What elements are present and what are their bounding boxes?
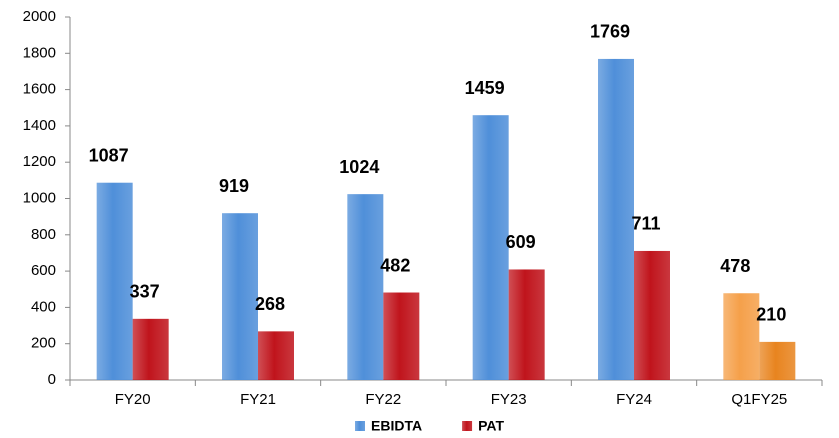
x-tick-label: FY22: [365, 391, 401, 408]
x-tick-label: Q1FY25: [731, 391, 787, 408]
value-label: 1769: [590, 22, 630, 42]
value-label: 711: [631, 214, 660, 234]
bar: [347, 194, 384, 380]
value-label: 919: [219, 176, 249, 196]
bar: [258, 331, 294, 380]
bar: [759, 341, 796, 380]
x-tick-label: FY24: [616, 391, 652, 408]
y-tick-label: 800: [31, 226, 56, 243]
y-tick-label: 1200: [23, 153, 56, 170]
legend-label: EBIDTA: [371, 418, 422, 434]
y-tick-label: 600: [31, 262, 56, 279]
y-tick-label: 0: [48, 371, 56, 388]
y-tick-label: 1400: [23, 117, 56, 134]
bar: [723, 293, 760, 380]
value-label: 478: [720, 256, 750, 276]
bar: [383, 292, 420, 380]
value-label: 1459: [465, 78, 505, 98]
y-tick-label: 1600: [23, 81, 56, 98]
legend-label: PAT: [478, 418, 504, 434]
value-label: 268: [255, 294, 285, 314]
y-tick-label: 1000: [23, 189, 56, 206]
value-label: 337: [130, 282, 160, 302]
value-label: 482: [380, 255, 410, 275]
bar: [634, 250, 670, 380]
x-tick-label: FY23: [491, 391, 527, 408]
bar: [132, 318, 169, 380]
legend-swatch: [462, 421, 473, 431]
bar: [472, 115, 509, 380]
y-tick-label: 1800: [23, 44, 56, 61]
y-tick-label: 2000: [23, 8, 56, 25]
bar: [222, 213, 258, 380]
value-label: 609: [506, 232, 536, 252]
bar: [508, 269, 545, 380]
value-label: 1024: [339, 157, 379, 177]
bar: [96, 182, 133, 380]
legend-swatch: [355, 421, 365, 431]
y-tick-label: 200: [31, 335, 56, 352]
y-tick-label: 400: [31, 298, 56, 315]
value-label: 1087: [89, 145, 129, 165]
bar: [598, 58, 634, 380]
value-label: 210: [756, 305, 786, 325]
x-tick-label: FY21: [240, 391, 276, 408]
x-tick-label: FY20: [115, 391, 151, 408]
